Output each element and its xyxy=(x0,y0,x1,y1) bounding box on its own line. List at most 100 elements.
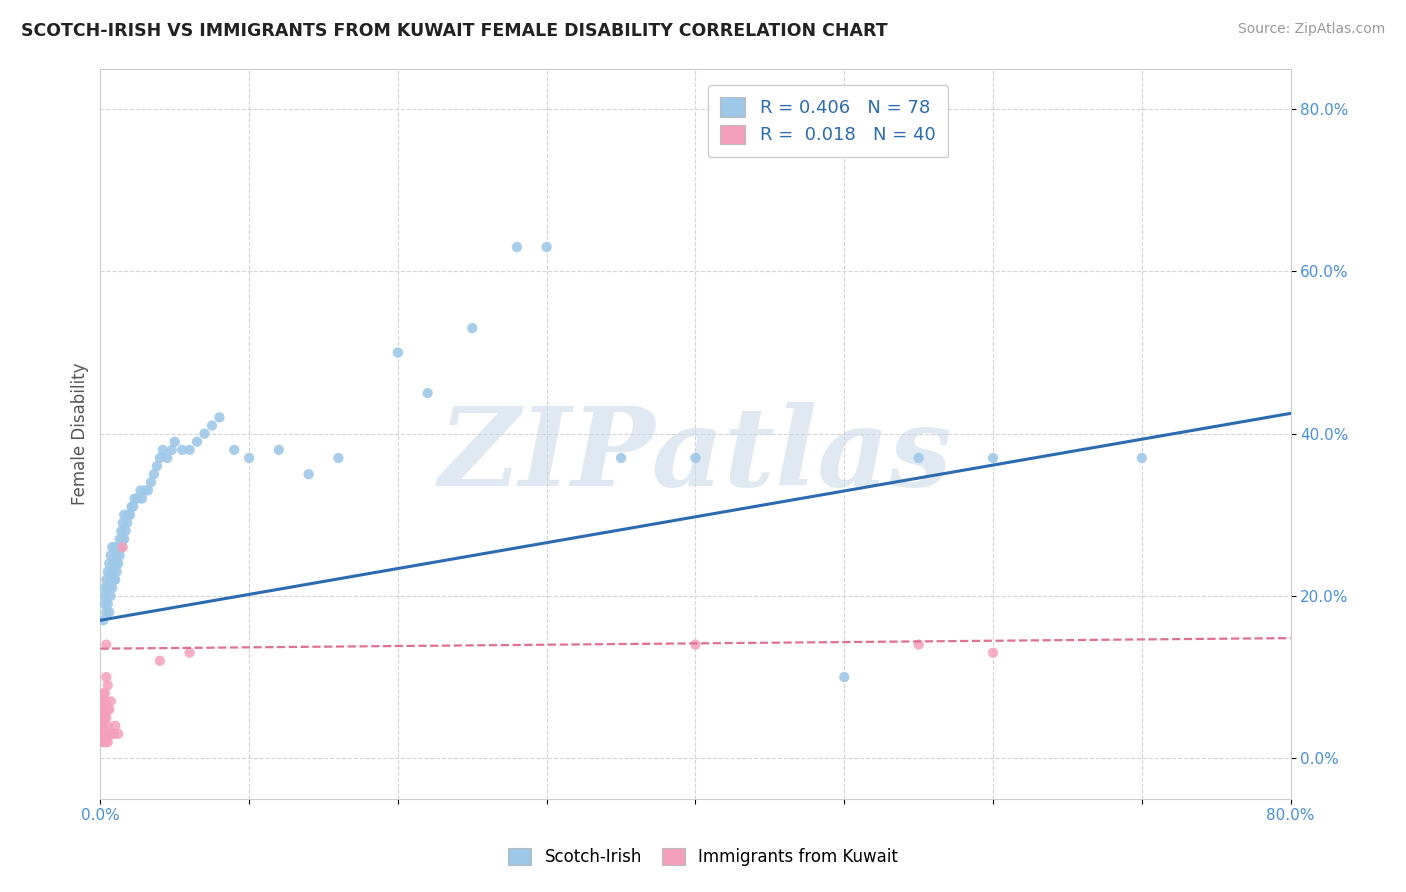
Point xyxy=(98,702,121,716)
Point xyxy=(94,711,117,725)
Point xyxy=(96,735,118,749)
Point xyxy=(224,442,246,457)
Point xyxy=(96,605,118,619)
Point xyxy=(156,450,179,465)
Point xyxy=(107,540,129,554)
Point xyxy=(201,418,224,433)
Point xyxy=(90,702,112,716)
Point xyxy=(907,450,929,465)
Point xyxy=(97,719,120,733)
Point xyxy=(186,434,208,449)
Point xyxy=(907,638,929,652)
Point xyxy=(142,467,165,482)
Point xyxy=(104,719,127,733)
Point xyxy=(115,516,138,530)
Point xyxy=(146,459,169,474)
Point xyxy=(96,573,118,587)
Point xyxy=(96,670,118,684)
Point xyxy=(94,686,117,700)
Point xyxy=(107,557,129,571)
Point xyxy=(112,508,135,522)
Point xyxy=(96,727,118,741)
Point xyxy=(136,483,159,498)
Point xyxy=(536,240,558,254)
Point xyxy=(134,483,156,498)
Point xyxy=(91,686,114,700)
Point xyxy=(110,540,132,554)
Point xyxy=(111,540,134,554)
Point xyxy=(107,727,129,741)
Point xyxy=(97,565,120,579)
Point xyxy=(101,565,124,579)
Point xyxy=(103,727,125,741)
Point xyxy=(100,549,122,563)
Point xyxy=(101,540,124,554)
Point xyxy=(90,735,112,749)
Text: Source: ZipAtlas.com: Source: ZipAtlas.com xyxy=(1237,22,1385,37)
Point xyxy=(100,589,122,603)
Point xyxy=(103,573,125,587)
Y-axis label: Female Disability: Female Disability xyxy=(72,362,89,505)
Point xyxy=(610,450,633,465)
Point xyxy=(100,694,122,708)
Point xyxy=(112,532,135,546)
Point xyxy=(96,711,118,725)
Point xyxy=(94,727,117,741)
Point xyxy=(91,711,114,725)
Point xyxy=(105,549,128,563)
Point xyxy=(101,581,124,595)
Point xyxy=(1130,450,1153,465)
Point xyxy=(97,581,120,595)
Point xyxy=(91,727,114,741)
Point xyxy=(100,727,122,741)
Point xyxy=(94,589,117,603)
Point xyxy=(98,727,121,741)
Point xyxy=(121,500,143,514)
Point xyxy=(120,508,142,522)
Point xyxy=(160,442,183,457)
Point xyxy=(97,702,120,716)
Point xyxy=(91,694,114,708)
Point xyxy=(100,573,122,587)
Point xyxy=(98,605,121,619)
Point xyxy=(90,727,112,741)
Point xyxy=(981,450,1004,465)
Point xyxy=(172,442,194,457)
Point xyxy=(163,434,186,449)
Point xyxy=(416,386,439,401)
Point xyxy=(387,345,409,359)
Point xyxy=(685,450,707,465)
Point xyxy=(139,475,162,490)
Point xyxy=(328,450,350,465)
Point xyxy=(122,500,145,514)
Point xyxy=(94,581,117,595)
Point xyxy=(91,719,114,733)
Point xyxy=(96,638,118,652)
Point xyxy=(506,240,529,254)
Point xyxy=(149,654,172,668)
Point xyxy=(267,442,290,457)
Point xyxy=(96,589,118,603)
Point xyxy=(685,638,707,652)
Point xyxy=(98,581,121,595)
Point xyxy=(104,557,127,571)
Point xyxy=(131,491,153,506)
Point xyxy=(149,450,172,465)
Text: SCOTCH-IRISH VS IMMIGRANTS FROM KUWAIT FEMALE DISABILITY CORRELATION CHART: SCOTCH-IRISH VS IMMIGRANTS FROM KUWAIT F… xyxy=(21,22,887,40)
Point xyxy=(179,646,201,660)
Point xyxy=(981,646,1004,660)
Point xyxy=(461,321,484,335)
Point xyxy=(238,450,260,465)
Point xyxy=(94,735,117,749)
Point xyxy=(208,410,231,425)
Point xyxy=(94,597,117,611)
Point xyxy=(108,532,131,546)
Point xyxy=(832,670,855,684)
Point xyxy=(127,491,149,506)
Point xyxy=(91,613,114,627)
Point xyxy=(179,442,201,457)
Point xyxy=(90,711,112,725)
Point xyxy=(110,524,132,538)
Point xyxy=(103,557,125,571)
Legend: Scotch-Irish, Immigrants from Kuwait: Scotch-Irish, Immigrants from Kuwait xyxy=(499,840,907,875)
